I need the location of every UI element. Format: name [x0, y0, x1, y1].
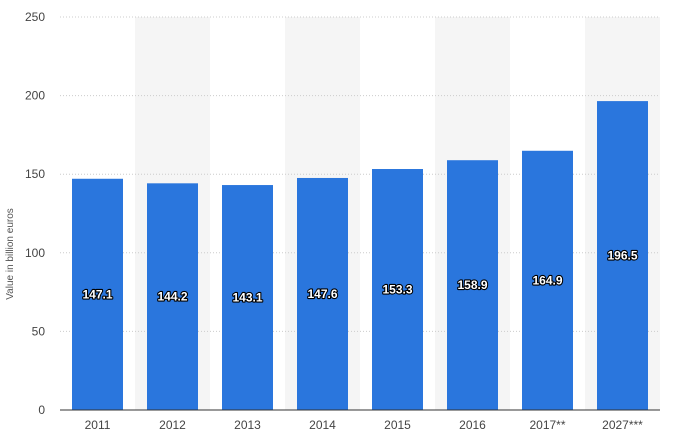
data-label: 164.9	[532, 273, 562, 287]
data-label: 147.1	[82, 287, 112, 301]
x-tick-label: 2017**	[529, 418, 565, 432]
x-tick-label: 2027***	[602, 418, 643, 432]
bar-2015[interactable]	[372, 169, 423, 410]
x-axis: 2011 2012 2013 2014 2015 2016 2017** 2027***	[60, 409, 660, 432]
bar-2011[interactable]	[72, 178, 123, 410]
x-tick-label: 2016	[459, 418, 486, 432]
y-tick-label: 250	[25, 10, 45, 24]
y-axis: 0 50 100 150 200 250	[25, 10, 45, 417]
bar-2017[interactable]	[522, 150, 573, 410]
data-label: 147.6	[307, 287, 337, 301]
y-tick-label: 200	[25, 89, 45, 103]
bars	[72, 101, 648, 411]
data-labels: 147.1 144.2 143.1 147.6 153.3 158.9 164.9 196.5	[81, 247, 639, 305]
x-tick-label: 2015	[384, 418, 411, 432]
data-label: 158.9	[457, 278, 487, 292]
y-tick-label: 50	[32, 324, 46, 338]
x-tick-label: 2013	[234, 418, 261, 432]
bar-2013[interactable]	[222, 185, 273, 410]
y-axis-title: Value in billion euros	[5, 208, 16, 300]
data-label: 143.1	[232, 291, 262, 305]
data-label: 196.5	[607, 249, 637, 263]
y-tick-label: 0	[38, 403, 45, 417]
y-tick-label: 150	[25, 167, 45, 181]
bar-2012[interactable]	[147, 183, 198, 410]
bar-2027[interactable]	[597, 101, 648, 411]
data-label: 144.2	[157, 290, 187, 304]
bar-2016[interactable]	[447, 160, 498, 410]
data-label: 153.3	[382, 283, 412, 297]
x-tick-label: 2011	[85, 418, 111, 432]
bar-2014[interactable]	[297, 177, 348, 410]
x-tick-label: 2012	[159, 418, 186, 432]
y-tick-label: 100	[25, 246, 45, 260]
x-tick-label: 2014	[309, 418, 336, 432]
